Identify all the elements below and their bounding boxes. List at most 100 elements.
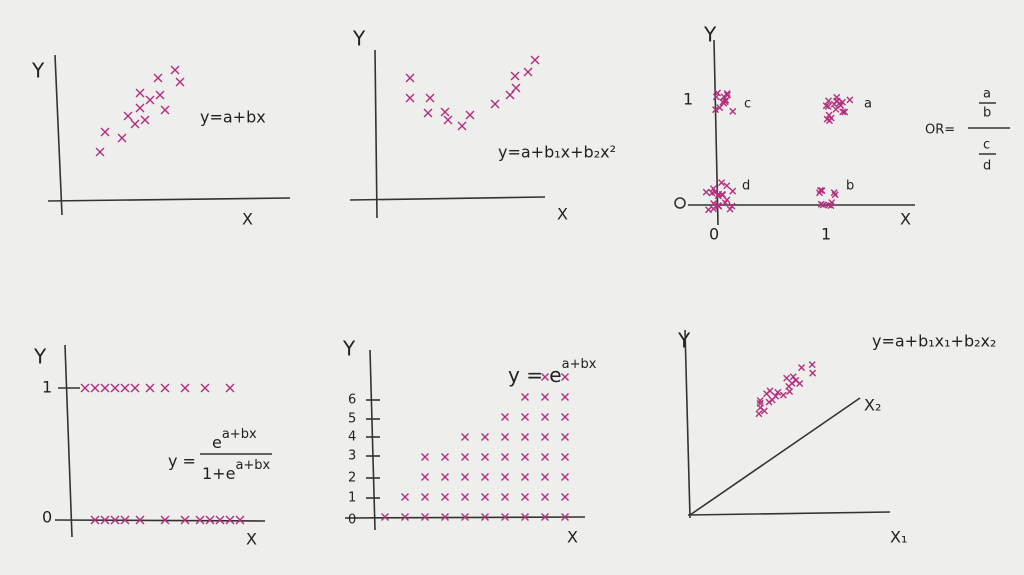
cross bbox=[381, 513, 389, 521]
stroke bbox=[401, 513, 409, 521]
y-tick-label: 2 bbox=[348, 471, 356, 486]
stroke bbox=[180, 515, 190, 525]
stroke bbox=[461, 513, 469, 521]
stroke bbox=[481, 493, 489, 501]
cross bbox=[789, 373, 797, 381]
stroke bbox=[718, 179, 726, 187]
stroke bbox=[823, 115, 831, 123]
x1-axis bbox=[687, 511, 891, 516]
stroke bbox=[425, 93, 435, 103]
stroke bbox=[175, 77, 185, 87]
cross bbox=[225, 383, 235, 393]
stroke bbox=[135, 88, 145, 98]
stroke bbox=[839, 108, 847, 116]
cross bbox=[140, 115, 150, 125]
cross bbox=[501, 413, 509, 421]
stroke bbox=[723, 182, 731, 190]
stroke bbox=[774, 388, 782, 396]
stroke bbox=[708, 189, 716, 197]
cross bbox=[756, 399, 764, 407]
formula: y=a+b₁x₁+b₂x₂ bbox=[872, 332, 996, 351]
cross bbox=[180, 383, 190, 393]
stroke bbox=[841, 108, 849, 116]
y-tick-label: 1 bbox=[348, 491, 356, 506]
y-label: Y bbox=[342, 337, 356, 361]
cross bbox=[117, 133, 127, 143]
stroke bbox=[153, 73, 163, 83]
stroke bbox=[461, 473, 469, 481]
cross bbox=[521, 473, 529, 481]
cross bbox=[541, 513, 549, 521]
cross bbox=[792, 376, 800, 384]
stroke bbox=[135, 515, 145, 525]
cross bbox=[774, 388, 782, 396]
x-label: X bbox=[557, 205, 568, 224]
stroke bbox=[783, 374, 791, 382]
stroke bbox=[760, 407, 768, 415]
stroke bbox=[501, 513, 509, 521]
cross bbox=[530, 55, 540, 65]
stroke bbox=[523, 67, 533, 77]
stroke bbox=[421, 513, 429, 521]
stroke bbox=[561, 453, 569, 461]
cross bbox=[110, 383, 120, 393]
stroke bbox=[123, 111, 133, 121]
stroke bbox=[715, 202, 723, 210]
stroke bbox=[837, 101, 845, 109]
cross bbox=[541, 493, 549, 501]
x-label: X bbox=[567, 528, 578, 547]
stroke bbox=[710, 199, 718, 207]
stroke bbox=[481, 513, 489, 521]
stroke bbox=[130, 383, 140, 393]
or-label: OR= bbox=[925, 123, 955, 138]
cross bbox=[135, 88, 145, 98]
stroke bbox=[798, 364, 806, 372]
stroke bbox=[846, 96, 854, 104]
stroke bbox=[421, 453, 429, 461]
x-tick-label: 1 bbox=[821, 225, 831, 244]
y-label: Y bbox=[31, 59, 45, 83]
cross bbox=[235, 515, 245, 525]
cross bbox=[561, 453, 569, 461]
stroke bbox=[720, 93, 728, 101]
cross bbox=[205, 515, 215, 525]
cross bbox=[710, 199, 718, 207]
stroke bbox=[561, 473, 569, 481]
cross bbox=[120, 383, 130, 393]
cross bbox=[130, 119, 140, 129]
cross bbox=[481, 513, 489, 521]
y-label: Y bbox=[33, 345, 47, 369]
stroke bbox=[718, 191, 726, 199]
stroke bbox=[423, 108, 433, 118]
stroke bbox=[541, 433, 549, 441]
stroke bbox=[702, 188, 710, 196]
cross bbox=[405, 93, 415, 103]
y-label: Y bbox=[703, 23, 717, 47]
base: 1+e bbox=[202, 464, 235, 483]
stroke bbox=[501, 433, 509, 441]
cross bbox=[816, 186, 824, 194]
stroke bbox=[817, 200, 825, 208]
stroke bbox=[461, 453, 469, 461]
cross bbox=[720, 93, 728, 101]
stroke bbox=[521, 453, 529, 461]
or-num-bottom: b bbox=[983, 106, 991, 121]
cross bbox=[839, 108, 847, 116]
stroke bbox=[235, 515, 245, 525]
cross bbox=[819, 201, 827, 209]
stroke bbox=[120, 383, 130, 393]
cross bbox=[521, 393, 529, 401]
cross bbox=[561, 433, 569, 441]
cross bbox=[135, 103, 145, 113]
stroke bbox=[421, 473, 429, 481]
stroke bbox=[729, 107, 737, 115]
y-tick-label: 5 bbox=[348, 412, 356, 427]
cross bbox=[702, 188, 710, 196]
cross bbox=[401, 513, 409, 521]
cross bbox=[809, 369, 817, 377]
x-axis bbox=[54, 519, 266, 522]
stroke bbox=[225, 383, 235, 393]
cross bbox=[561, 373, 569, 381]
stroke bbox=[100, 383, 110, 393]
panel-multiple: Y X₁ X₂ y=a+b₁x₁+b₂x₂ bbox=[677, 329, 996, 547]
